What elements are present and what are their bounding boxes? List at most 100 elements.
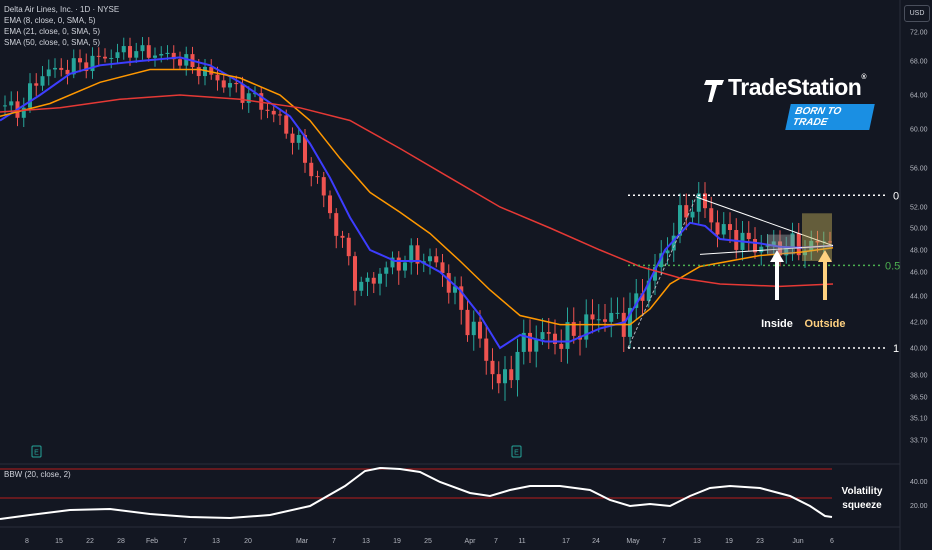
x-tick-label: 11: [518, 538, 525, 545]
fib-level-0-label: 0: [893, 190, 899, 202]
inside-arrow-icon-head: [770, 250, 784, 262]
bbw-line: [0, 466, 833, 520]
candle-body: [321, 177, 326, 196]
candle-body: [653, 267, 657, 281]
earnings-marker-2-label: E: [514, 450, 519, 457]
candle-body: [496, 374, 501, 384]
candle-body: [465, 309, 470, 336]
candle-body: [221, 80, 226, 88]
y-tick-label: 52.00: [910, 205, 928, 212]
inside-label: Inside: [761, 318, 793, 330]
earnings-marker-1-box: [31, 445, 42, 458]
x-tick-label: Jun: [792, 538, 803, 545]
tradestation-logo: TradeStation® BORN TO TRADE: [702, 74, 875, 130]
earnings-marker-2: [511, 445, 522, 458]
candle-body: [515, 351, 520, 381]
candle-body: [9, 101, 14, 106]
candle-body: [171, 52, 176, 60]
bbw-tick-label: 40.00: [910, 479, 928, 486]
x-tick-label: 28: [117, 538, 125, 545]
candle-body: [384, 267, 389, 274]
x-tick-label: 6: [830, 538, 834, 545]
x-tick-label: 20: [244, 538, 252, 545]
inside-bar-box: [767, 234, 795, 255]
pennant-lower-line: [699, 245, 834, 255]
candle-body: [159, 54, 164, 56]
earnings-marker-2-box: [511, 445, 522, 458]
candle-body: [90, 55, 95, 72]
candle-body: [609, 312, 614, 322]
candle-body: [346, 237, 351, 257]
x-tick-label: 7: [662, 538, 666, 545]
candle-body: [634, 293, 639, 308]
candle-body: [165, 52, 170, 55]
candle-body: [765, 245, 770, 247]
tradestation-mark-icon: [704, 80, 724, 102]
candle-body: [134, 51, 139, 58]
candle-body: [284, 115, 289, 134]
candle-body: [271, 110, 276, 115]
candle-body: [34, 83, 39, 86]
candle-body: [103, 56, 107, 59]
logo-wordmark: TradeStation®: [728, 74, 866, 100]
candle-body: [528, 332, 532, 352]
x-tick-label: 17: [562, 538, 570, 545]
candle-body: [553, 333, 557, 344]
candle-body: [584, 314, 589, 340]
y-tick-label: 33.70: [910, 438, 928, 445]
candle-body: [371, 277, 376, 284]
symbol-title: Delta Air Lines, Inc. · 1D · NYSE: [4, 5, 120, 14]
inside-arrow-icon-shaft: [775, 258, 779, 300]
candle-body: [671, 235, 676, 251]
candle-body: [390, 257, 395, 268]
candle-body: [715, 222, 720, 235]
bbw-tick-label: 20.00: [910, 503, 928, 510]
candle-body: [434, 256, 439, 263]
x-tick-label: Mar: [296, 538, 309, 545]
x-tick-label: 24: [592, 538, 600, 545]
candle-body: [228, 83, 232, 88]
candle-body: [215, 74, 220, 81]
candle-body: [21, 107, 26, 118]
candle-body: [703, 193, 707, 209]
candle-body: [484, 338, 489, 361]
y-tick-label: 35.10: [910, 416, 928, 423]
y-tick-label: 60.00: [910, 127, 928, 134]
candle-body: [509, 369, 514, 381]
candle-body: [690, 211, 695, 218]
sma50-line: [0, 94, 834, 288]
candle-body: [290, 133, 295, 143]
candle-body: [490, 360, 495, 375]
candle-body: [684, 205, 689, 218]
pennant-upper-line: [696, 196, 834, 247]
candle-body: [728, 224, 732, 231]
y-tick-label: 40.00: [910, 346, 928, 353]
candle-body: [240, 84, 245, 103]
candle-body: [796, 233, 801, 256]
candle-body: [121, 46, 126, 53]
candle-body: [71, 58, 76, 75]
currency-button[interactable]: USD: [904, 5, 930, 22]
volatility-squeeze-label-line1: Volatility: [842, 486, 883, 497]
candle-body: [53, 67, 57, 70]
x-tick-label: 23: [756, 538, 764, 545]
logo-tagline: BORN TO TRADE: [785, 104, 875, 130]
candle-body: [340, 235, 345, 238]
candle-body: [396, 257, 401, 271]
candle-body: [46, 69, 51, 77]
candle-body: [28, 83, 32, 108]
candle-body: [353, 256, 357, 291]
candle-body: [84, 62, 89, 72]
candle-body: [665, 250, 670, 254]
y-tick-label: 48.00: [910, 248, 928, 255]
candle-body: [234, 83, 239, 85]
candle-body: [203, 66, 207, 77]
flagpole-line: [627, 195, 698, 349]
y-tick-label: 36.50: [910, 395, 928, 402]
earnings-marker-1-label: E: [34, 450, 39, 457]
candle-body: [334, 213, 339, 236]
chart-legend: Delta Air Lines, Inc. · 1D · NYSE EMA (8…: [4, 4, 119, 48]
candle-body: [596, 319, 601, 321]
candle-body: [446, 273, 451, 293]
